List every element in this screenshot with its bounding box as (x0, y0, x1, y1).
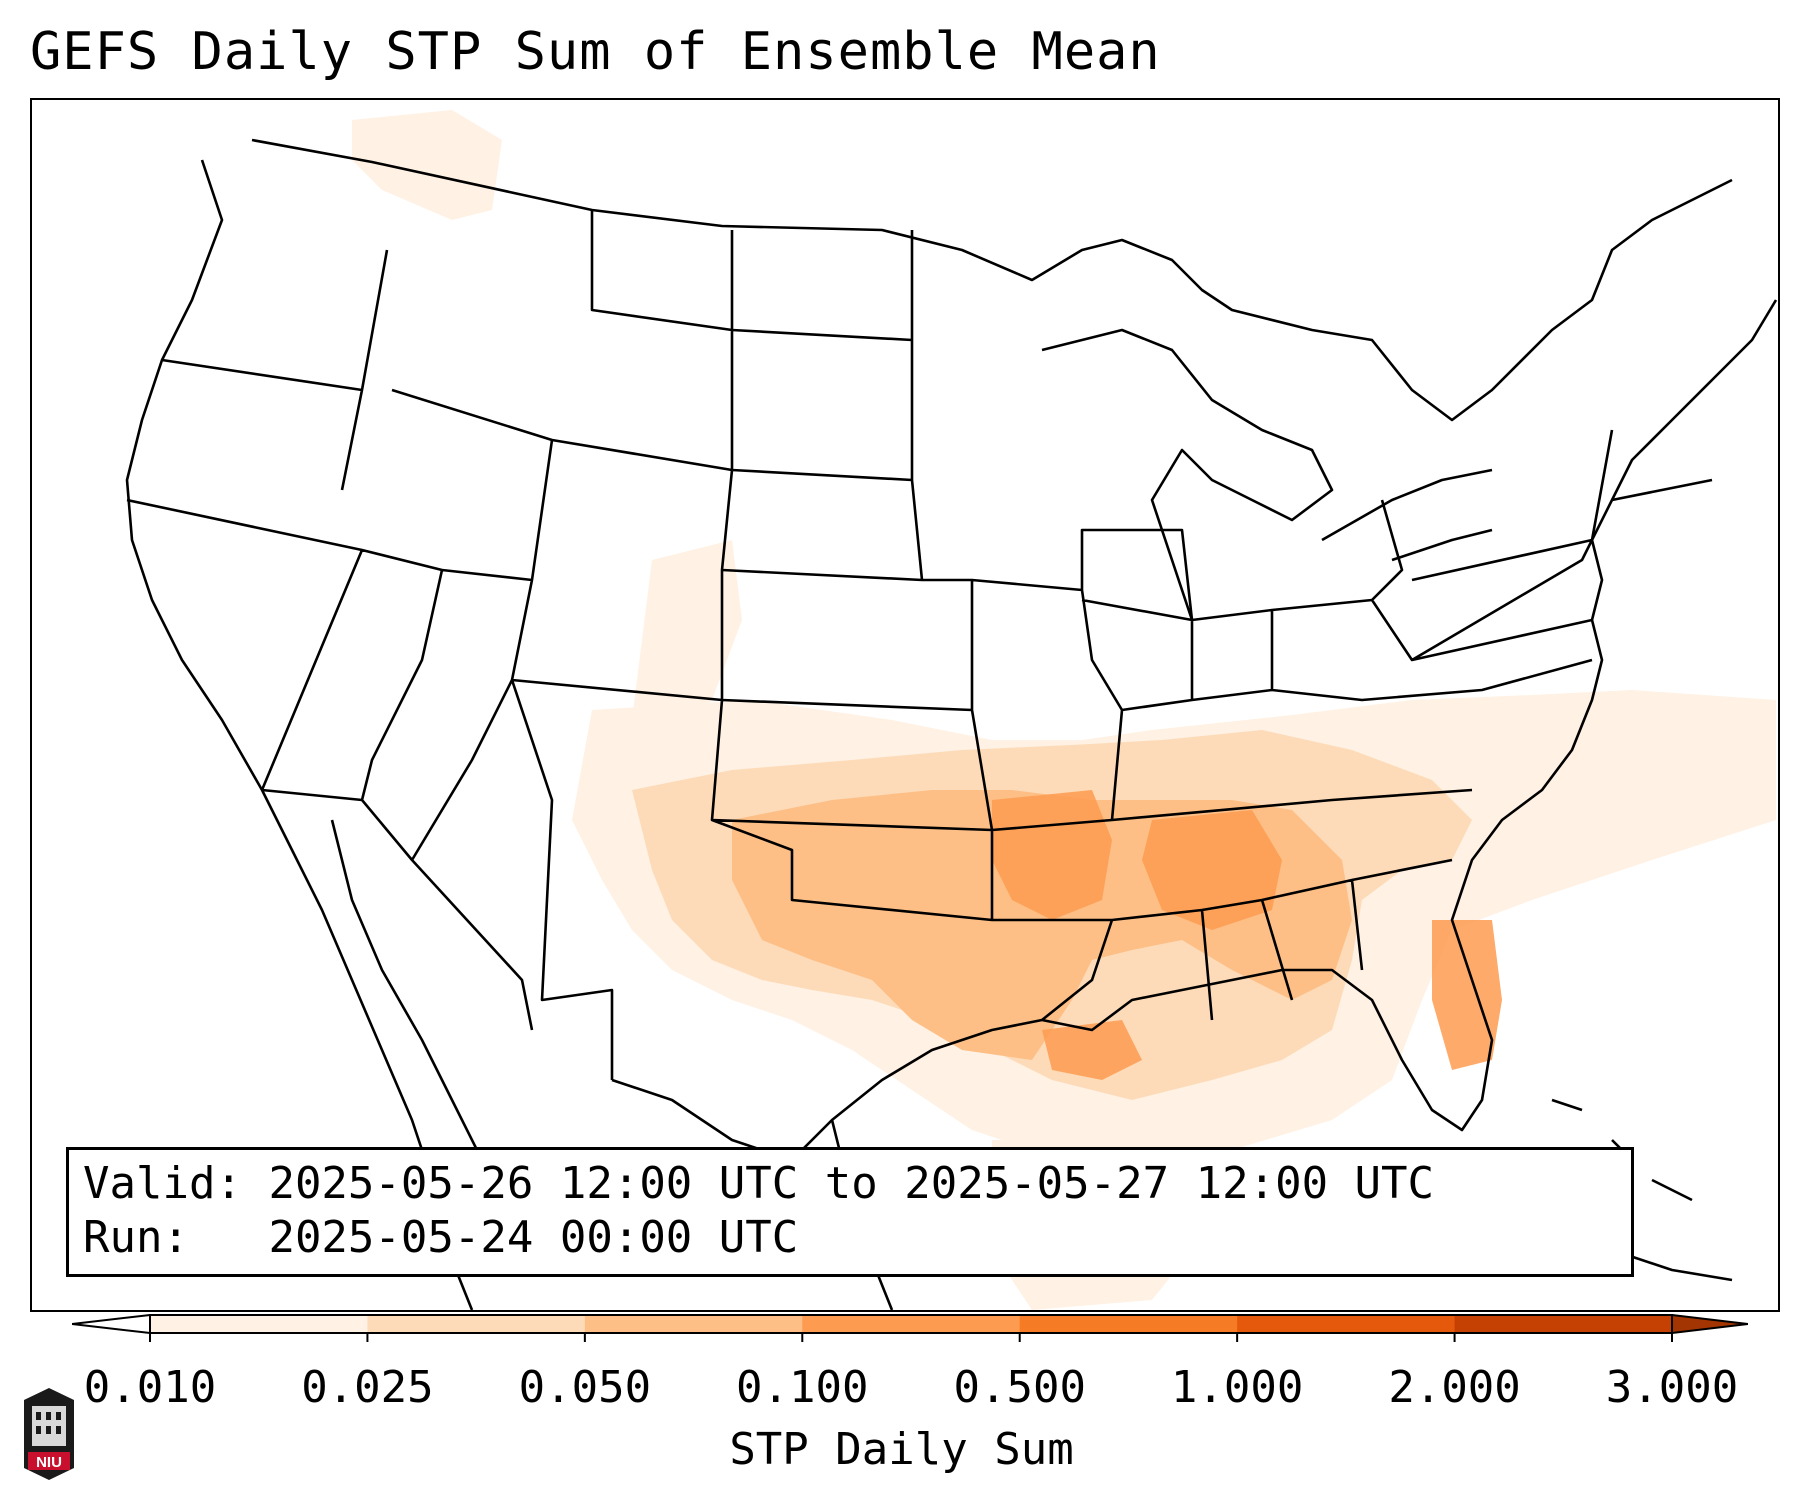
valid-line: Valid: 2025-05-26 12:00 UTC to 2025-05-2… (83, 1158, 1434, 1209)
stp-area-pacific-nw (352, 110, 502, 220)
us-canada-border (251, 138, 1733, 422)
colorbar-tick-label: 3.000 (1605, 1362, 1739, 1413)
colorbar-label: STP Daily Sum (729, 1424, 1074, 1475)
colorbar-segment (1237, 1315, 1456, 1333)
colorbar-tick-label: 0.050 (518, 1362, 652, 1413)
colorbar-under-triangle (72, 1315, 150, 1333)
colorbar-tick-label: 0.025 (301, 1362, 434, 1413)
colorbar (72, 1314, 1748, 1342)
niu-logo: NIU (24, 1388, 74, 1480)
colorbar-ticks (149, 1333, 1673, 1342)
run-info-box: Valid: 2025-05-26 12:00 UTC to 2025-05-2… (66, 1147, 1634, 1277)
colorbar-segment (1019, 1315, 1238, 1333)
colorbar-tick-label: 0.010 (83, 1362, 217, 1413)
chart-title: GEFS Daily STP Sum of Ensemble Mean (30, 22, 1161, 82)
run-line: Run: 2025-05-24 00:00 UTC (83, 1212, 798, 1263)
colorbar-tick-label: 1.000 (1170, 1362, 1304, 1413)
colorbar-tick-label: 0.500 (953, 1362, 1086, 1413)
great-lakes (1041, 328, 1493, 621)
stp-area-georgia-fl-level3 (1432, 920, 1502, 1070)
stp-area-high-plains (632, 540, 742, 740)
colorbar-over-triangle (1672, 1315, 1748, 1333)
colorbar-segment (584, 1315, 803, 1333)
colorbar-tick-label: 2.000 (1388, 1362, 1521, 1413)
valid-label: Valid: (83, 1158, 242, 1209)
run-value: 2025-05-24 00:00 UTC (268, 1212, 799, 1263)
colorbar-segment (150, 1315, 368, 1333)
state-lines (126, 210, 1713, 1080)
west-coast (125, 159, 474, 1310)
colorbar-segments (150, 1315, 1673, 1333)
colorbar-tick-label: 0.100 (736, 1362, 869, 1413)
logo-red-band (28, 1452, 70, 1470)
valid-value: 2025-05-26 12:00 UTC to 2025-05-27 12:00… (268, 1158, 1435, 1209)
logo-text: NIU (36, 1454, 62, 1471)
run-label: Run: (83, 1212, 189, 1263)
stp-area-alabama-level3 (1142, 810, 1282, 930)
stp-shading (352, 110, 1776, 1310)
state-country-borders (125, 138, 1778, 1310)
stp-area-gulf-level3 (1042, 1020, 1142, 1080)
colorbar-segment (1454, 1315, 1673, 1333)
colorbar-segment (802, 1315, 1021, 1333)
map-canvas (125, 110, 1778, 1310)
colorbar-segment (367, 1315, 586, 1333)
map-panel (30, 98, 1780, 1312)
gulf-coast (611, 299, 1778, 1162)
